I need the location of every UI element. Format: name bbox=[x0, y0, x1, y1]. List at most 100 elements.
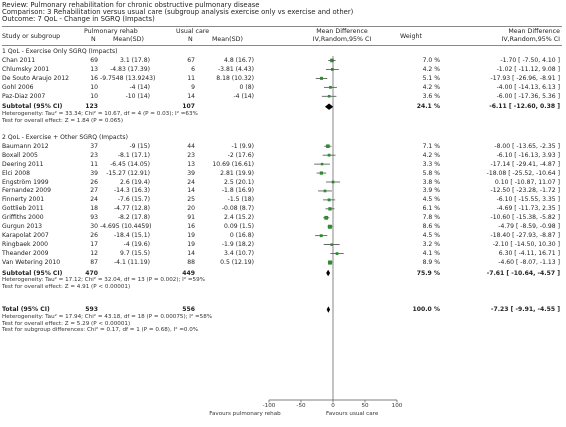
x-tick-label: -100 bbox=[262, 403, 276, 409]
study-name: Gurgun 2013 bbox=[2, 223, 43, 231]
ci-value: -6.10 [ -15.55, 3.35 ] bbox=[496, 196, 560, 204]
total-diamond bbox=[326, 306, 331, 313]
n1-value: 10 bbox=[90, 92, 98, 100]
subtotal-ci: -7.61 [ -10.64, -4.57 ] bbox=[486, 269, 560, 277]
study-name: Theander 2009 bbox=[2, 250, 49, 258]
weight-value: 3.3 % bbox=[422, 160, 440, 168]
ci-value: 6.30 [ -4.11, 16.71 ] bbox=[498, 250, 560, 258]
n2-value: 14 bbox=[187, 250, 195, 258]
mean2-value: -0.08 (8.7) bbox=[221, 205, 254, 213]
effect-square bbox=[324, 215, 329, 220]
n1-value: 26 bbox=[90, 232, 98, 240]
mean1-value: -4 (19.6) bbox=[123, 241, 150, 249]
subgroup-label: 1 QoL - Exercise Only SGRQ (Impacts) bbox=[2, 48, 118, 55]
effect-square bbox=[330, 68, 334, 71]
subtotal-label: Subtotal (95% CI) bbox=[2, 103, 63, 111]
col-study-header: Study or subgroup bbox=[2, 33, 61, 40]
mean2-value: -1.9 (18.2) bbox=[221, 241, 254, 249]
ci-value: -4.60 [ -8.07, -1.13 ] bbox=[498, 259, 560, 267]
mean2-value: 2.5 (20.1) bbox=[224, 178, 254, 186]
ci-value: -17.14 [ -29.41, -4.87 ] bbox=[490, 160, 561, 168]
study-name: De Souto Araujo 2012 bbox=[2, 74, 70, 82]
n1-value: 24 bbox=[90, 196, 98, 204]
mean2-value: 8.18 (10.32) bbox=[216, 74, 254, 82]
n2-value: 14 bbox=[187, 187, 195, 195]
n2-value: 11 bbox=[187, 74, 195, 82]
total-n1: 593 bbox=[85, 306, 98, 314]
x-tick-label: -50 bbox=[296, 403, 306, 409]
mean2-value: 2.81 (19.9) bbox=[220, 169, 254, 177]
x-tick-label: 0 bbox=[331, 403, 335, 409]
ci-value: -12.50 [ -23.28, -1.72 ] bbox=[490, 187, 561, 195]
n1-value: 10 bbox=[90, 83, 98, 91]
outcome-title: Outcome: 7 QoL - Change in SGRQ (Impacts… bbox=[2, 15, 155, 23]
weight-value: 7.0 % bbox=[422, 56, 440, 64]
n2-value: 91 bbox=[187, 214, 195, 222]
mean2-value: -1 (9.9) bbox=[231, 142, 254, 150]
weight-value: 4.2 % bbox=[422, 65, 440, 73]
study-name: Deering 2011 bbox=[2, 160, 44, 168]
effect-square bbox=[323, 189, 327, 193]
n2-value: 20 bbox=[187, 205, 195, 213]
mean2-value: -1.5 (18) bbox=[227, 196, 254, 204]
mean1-value: -8.1 (17.1) bbox=[117, 151, 150, 159]
n1-value: 27 bbox=[90, 187, 98, 195]
weight-value: 3.6 % bbox=[422, 92, 440, 100]
weight-value: 5.1 % bbox=[422, 74, 440, 82]
study-name: Gohl 2006 bbox=[2, 83, 34, 91]
study-name: Chan 2011 bbox=[2, 56, 36, 64]
total-n2: 556 bbox=[182, 306, 195, 314]
ci-value: -1.02 [ -11.12, 9.08 ] bbox=[496, 65, 560, 73]
n1-value: 17 bbox=[90, 241, 98, 249]
weight-value: 4.5 % bbox=[422, 196, 440, 204]
n1-value: 11 bbox=[90, 160, 98, 168]
ci-value: -8.00 [ -13.65, -2.35 ] bbox=[494, 142, 560, 150]
n2-value: 23 bbox=[187, 151, 195, 159]
mean2-value: 4.8 (16.7) bbox=[224, 56, 254, 64]
mean1-value: 9.7 (15.5) bbox=[120, 250, 150, 258]
weight-value: 3.9 % bbox=[422, 187, 440, 195]
col-mean1-header: Mean(SD) bbox=[113, 36, 144, 43]
ci-value: -4.69 [ -11.73, 2.35 ] bbox=[496, 205, 560, 213]
mean1-value: -8.2 (17.8) bbox=[117, 214, 150, 222]
subtotal-weight: 24.1 % bbox=[416, 103, 440, 111]
weight-value: 4.2 % bbox=[422, 83, 440, 91]
n1-value: 93 bbox=[90, 214, 98, 222]
study-name: Griffiths 2000 bbox=[2, 214, 44, 222]
mean2-value: -3.81 (4.43) bbox=[217, 65, 254, 73]
mean2-value: 10.69 (16.61) bbox=[212, 160, 254, 168]
mean1-value: -14.3 (16.3) bbox=[113, 187, 150, 195]
n2-value: 19 bbox=[187, 232, 195, 240]
ci-value: 0.10 [ -10.87, 11.07 ] bbox=[494, 178, 560, 186]
overall-effect-text: Test for overall effect: Z = 4.91 (P < 0… bbox=[2, 284, 131, 291]
effect-square bbox=[327, 224, 332, 229]
n1-value: 16 bbox=[90, 74, 98, 82]
effect-square bbox=[319, 171, 324, 175]
total-label: Total (95% CI) bbox=[2, 306, 50, 314]
subtotal-n1: 123 bbox=[85, 103, 98, 111]
ci-value: -4.79 [ -8.59, -0.98 ] bbox=[498, 223, 560, 231]
col-md-sub-header: IV,Random,95% CI bbox=[312, 36, 372, 43]
subtotal-diamond bbox=[326, 269, 331, 277]
n1-value: 39 bbox=[90, 169, 98, 177]
study-name: Karapolat 2007 bbox=[2, 232, 49, 240]
mean1-value: -4.83 (17.39) bbox=[110, 65, 150, 73]
n1-value: 12 bbox=[90, 250, 98, 258]
subgroup-diff-text: Test for subgroup differences: Chi² = 0.… bbox=[2, 327, 199, 334]
mean1-value: -4.77 (12.8) bbox=[113, 205, 150, 213]
weight-value: 5.8 % bbox=[422, 169, 440, 177]
study-name: Engström 1999 bbox=[2, 178, 49, 186]
effect-square bbox=[329, 85, 332, 89]
ci-value: -10.60 [ -15.38, -5.82 ] bbox=[490, 214, 561, 222]
n1-value: 26 bbox=[90, 178, 98, 186]
mean1-value: -7.6 (15.7) bbox=[117, 196, 150, 204]
mean1-value: -15.27 (12.91) bbox=[106, 169, 150, 177]
header-rule-bottom bbox=[2, 45, 562, 46]
mean1-value: -4.695 (10.4459) bbox=[100, 223, 152, 231]
heterogeneity-text: Heterogeneity: Tau² = 33.34; Chi² = 10.6… bbox=[2, 111, 198, 118]
weight-value: 4.2 % bbox=[422, 151, 440, 159]
effect-square bbox=[326, 144, 330, 148]
n1-value: 23 bbox=[90, 151, 98, 159]
n2-value: 6 bbox=[191, 65, 195, 73]
weight-value: 3.2 % bbox=[422, 241, 440, 249]
